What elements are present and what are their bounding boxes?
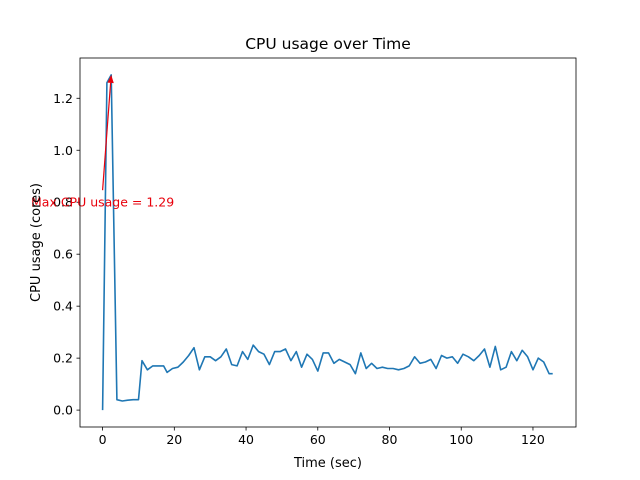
x-tick-label: 80 xyxy=(382,432,398,447)
max-annotation: Max CPU usage = 1.29 xyxy=(31,74,174,210)
y-tick-label: 1.0 xyxy=(53,143,73,158)
plot-frame xyxy=(79,57,577,428)
y-tick-label: 0.2 xyxy=(53,351,73,366)
chart-title: CPU usage over Time xyxy=(245,35,411,53)
x-tick-label: 60 xyxy=(310,432,326,447)
plot-area xyxy=(80,58,576,427)
y-tick-label: 0.8 xyxy=(53,195,73,210)
y-tick-label: 0.4 xyxy=(53,299,73,314)
x-axis-label: Time (sec) xyxy=(293,456,362,471)
x-tick-label: 100 xyxy=(449,432,473,447)
y-axis-label: CPU usage (cores) xyxy=(29,183,44,302)
x-tick-label: 40 xyxy=(238,432,254,447)
x-tick-label: 20 xyxy=(166,432,182,447)
axis-ticks: 0 20 40 60 80 100 120 0.0 0.2 0.4 0.6 0.8 1.0 1.2 xyxy=(53,91,545,447)
y-tick-label: 0.0 xyxy=(53,403,73,418)
cpu-usage-series-line xyxy=(101,74,553,411)
annotation-text: Max CPU usage = 1.29 xyxy=(31,195,174,210)
y-tick-label: 1.2 xyxy=(53,91,73,106)
y-tick-label: 0.6 xyxy=(53,247,73,262)
annotation-arrow-head xyxy=(107,74,114,84)
x-tick-label: 0 xyxy=(99,432,107,447)
x-tick-label: 120 xyxy=(521,432,545,447)
annotation-arrow-shaft xyxy=(101,82,112,191)
